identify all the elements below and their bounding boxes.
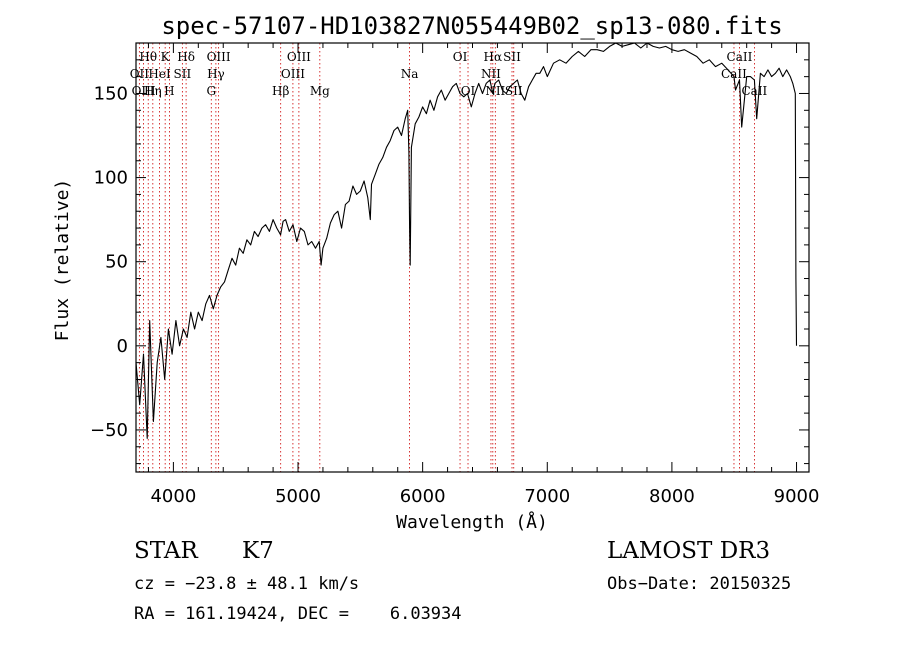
observation-date: Obs−Date: 20150325: [607, 574, 792, 594]
chart-title: spec-57107-HD103827N055449B02_sp13-080.f…: [161, 12, 782, 40]
redshift-velocity: cz = −23.8 ± 48.1 km/s: [134, 574, 360, 594]
line-label: NII: [485, 84, 505, 98]
line-label: Mg: [310, 84, 330, 98]
line-label: NII: [481, 67, 501, 81]
emission-line-markers: [138, 43, 755, 472]
line-label: Hα: [484, 50, 503, 64]
x-tick-label: 5000: [275, 486, 321, 507]
line-label: Hβ: [272, 84, 289, 98]
x-tick-label: 4000: [150, 486, 196, 507]
x-axis-ticks: 4000 5000 6000 7000 8000 9000: [147, 43, 820, 507]
line-label: CaII: [727, 50, 753, 64]
object-class: STAR: [134, 538, 198, 564]
line-label: HeI: [148, 67, 171, 81]
line-label: OIII: [281, 67, 305, 81]
object-subclass: K7: [242, 538, 274, 564]
x-tick-label: 6000: [400, 486, 446, 507]
y-axis-ticks: −50 0 50 100 150: [90, 42, 809, 465]
survey-name: LAMOST DR3: [607, 538, 771, 564]
line-label: Hη: [144, 84, 162, 98]
y-tick-label: 50: [105, 252, 128, 273]
line-label: Hδ: [177, 50, 195, 64]
x-tick-label: 8000: [649, 486, 695, 507]
y-tick-label: 100: [94, 168, 128, 189]
x-axis-label: Wavelength (Å): [396, 511, 548, 533]
line-label: Na: [401, 67, 419, 81]
line-label: OII: [130, 67, 150, 81]
line-label: CaII: [721, 67, 747, 81]
y-tick-label: 0: [117, 336, 128, 357]
spectrum-line: [135, 42, 798, 439]
x-tick-label: 9000: [774, 486, 820, 507]
y-tick-label: −50: [90, 420, 128, 441]
line-label: G: [206, 84, 216, 98]
line-label: OI: [461, 84, 476, 98]
line-label: SII: [503, 50, 521, 64]
y-tick-label: 150: [94, 83, 128, 104]
line-label: OIII: [287, 50, 311, 64]
x-tick-label: 7000: [524, 486, 570, 507]
line-label: Hγ: [207, 67, 225, 81]
line-label: Hθ: [139, 50, 157, 64]
line-label: H: [164, 84, 174, 98]
line-label: OIII: [132, 84, 156, 98]
coordinates: RA = 161.19424, DEC = 6.03934: [134, 604, 462, 624]
y-axis-label: Flux (relative): [52, 179, 73, 342]
line-label: SII: [174, 67, 192, 81]
line-label: K: [161, 50, 171, 64]
line-label: OI: [453, 50, 468, 64]
line-label: OIII: [207, 50, 231, 64]
